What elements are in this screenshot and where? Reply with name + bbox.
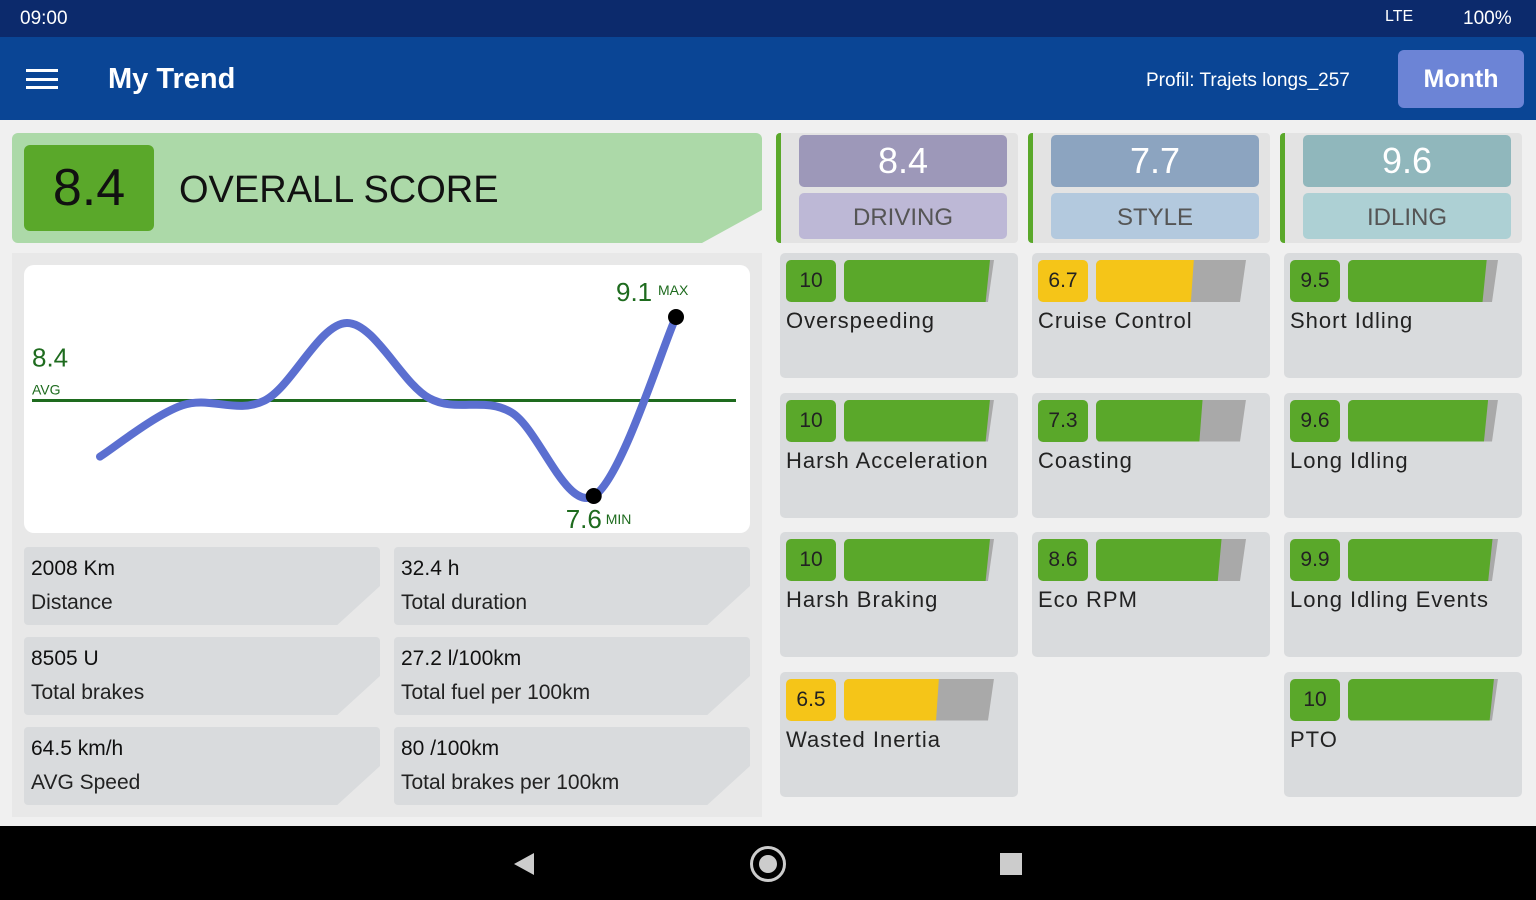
bar: [1348, 260, 1487, 302]
category-label: DRIVING: [799, 193, 1007, 239]
item-score: 7.3: [1038, 399, 1088, 442]
time: 09:00: [20, 8, 68, 29]
bar: [844, 678, 939, 721]
category-header: 7.7 STYLE: [1028, 133, 1270, 243]
item-label: Short Idling: [1290, 308, 1414, 333]
item-label: Overspeeding: [786, 308, 935, 333]
score-card[interactable]: 9.5 Short Idling: [1284, 253, 1522, 378]
chart-bg: [24, 265, 750, 533]
item-score: 6.7: [1038, 260, 1088, 302]
back-button[interactable]: [514, 853, 534, 875]
score-card[interactable]: 6.5 Wasted Inertia: [780, 671, 1018, 797]
stat-label: AVG Speed: [31, 771, 141, 794]
item-score: 10: [786, 260, 836, 302]
score-card[interactable]: 9.6 Long Idling: [1284, 392, 1522, 518]
stat-card: 8505 U Total brakes: [24, 637, 380, 715]
score-card[interactable]: 7.3 Coasting: [1032, 392, 1270, 518]
item-score: 8.6: [1038, 539, 1088, 581]
item-score: 9.9: [1290, 539, 1340, 581]
bar: [1096, 539, 1222, 581]
profile[interactable]: Profil: Trajets longs_257: [1146, 70, 1350, 91]
category-score: 8.4: [799, 135, 1007, 187]
item-label: Cruise Control: [1038, 308, 1193, 333]
category-header: 8.4 DRIVING: [776, 133, 1018, 243]
stat-card: 80 /100km Total brakes per 100km: [394, 727, 750, 805]
trend-chart: 8.4 AVG 9.1 MAX 7.6 MIN: [24, 265, 750, 533]
app-bar: My Trend Profil: Trajets longs_257 Month: [0, 37, 1536, 120]
battery: 100%: [1463, 8, 1512, 29]
item-label: Harsh Acceleration: [786, 447, 989, 473]
item-label: Harsh Braking: [786, 587, 939, 612]
overall-label: OVERALL SCORE: [179, 169, 499, 211]
stat-value: 27.2 l/100km: [401, 647, 522, 670]
item-label: Long Idling: [1290, 447, 1409, 473]
score-card[interactable]: 10 Harsh Acceleration: [780, 392, 1018, 518]
overall-card: 8.4 OVERALL SCORE: [12, 133, 762, 243]
item-score: 10: [1290, 678, 1340, 721]
bar: [844, 399, 990, 442]
bar: [1348, 399, 1489, 442]
max-value: 9.1: [616, 277, 652, 307]
item-label: Wasted Inertia: [786, 726, 942, 752]
item-score: 6.5: [786, 678, 836, 721]
category-label: IDLING: [1303, 193, 1511, 239]
nav-bar: [0, 826, 1536, 900]
score-card[interactable]: 10 Harsh Braking: [780, 532, 1018, 657]
stat-label: Total brakes per 100km: [401, 771, 620, 794]
stat-label: Total brakes: [31, 681, 145, 704]
recents-button[interactable]: [1000, 853, 1022, 875]
network: LTE: [1385, 8, 1414, 25]
item-score: 10: [786, 399, 836, 442]
score-card[interactable]: 9.9 Long Idling Events: [1284, 532, 1522, 657]
stat-card: 64.5 km/h AVG Speed: [24, 727, 380, 805]
item-score: 9.5: [1290, 260, 1340, 302]
category-label: STYLE: [1051, 193, 1259, 239]
stat-value: 8505 U: [31, 647, 99, 670]
score-card[interactable]: 10 PTO: [1284, 671, 1522, 797]
bar: [1096, 260, 1194, 302]
stat-value: 64.5 km/h: [31, 737, 124, 760]
title: My Trend: [108, 63, 236, 95]
bar: [1348, 678, 1494, 721]
score-card[interactable]: 6.7 Cruise Control: [1032, 253, 1270, 378]
score-card[interactable]: 8.6 Eco RPM: [1032, 532, 1270, 657]
stat-label: Total fuel per 100km: [401, 681, 591, 704]
status-bar: 09:00 LTE 100%: [0, 0, 1536, 37]
stat-card: 2008 Km Distance: [24, 547, 380, 625]
bar: [1348, 539, 1493, 581]
score-card[interactable]: 10 Overspeeding: [780, 253, 1018, 378]
min-label: MIN: [606, 511, 632, 527]
stat-card: 27.2 l/100km Total fuel per 100km: [394, 637, 750, 715]
category-score: 7.7: [1051, 135, 1259, 187]
min-point: [585, 488, 602, 504]
item-score: 10: [786, 539, 836, 581]
stat-label: Total duration: [401, 591, 528, 614]
bar: [844, 260, 990, 302]
max-point: [668, 309, 684, 325]
overall-score: 8.4: [24, 145, 154, 231]
avg-label: AVG: [32, 382, 61, 398]
bar: [844, 539, 990, 581]
item-score: 9.6: [1290, 399, 1340, 442]
item-label: Coasting: [1038, 447, 1133, 473]
avg-value: 8.4: [32, 343, 68, 373]
min-value: 7.6: [566, 504, 602, 533]
home-button[interactable]: [750, 846, 786, 882]
stat-value: 2008 Km: [31, 557, 116, 580]
item-label: PTO: [1290, 726, 1338, 752]
category-score: 9.6: [1303, 135, 1511, 187]
item-label: Long Idling Events: [1290, 587, 1490, 612]
period-button[interactable]: Month: [1398, 50, 1524, 108]
menu-button[interactable]: [26, 69, 58, 89]
item-label: Eco RPM: [1038, 587, 1138, 612]
stat-label: Distance: [31, 591, 113, 614]
stat-value: 80 /100km: [401, 737, 500, 760]
bar: [1096, 399, 1203, 442]
category-header: 9.6 IDLING: [1280, 133, 1522, 243]
stat-card: 32.4 h Total duration: [394, 547, 750, 625]
stat-value: 32.4 h: [401, 557, 460, 580]
max-label: MAX: [658, 282, 689, 298]
